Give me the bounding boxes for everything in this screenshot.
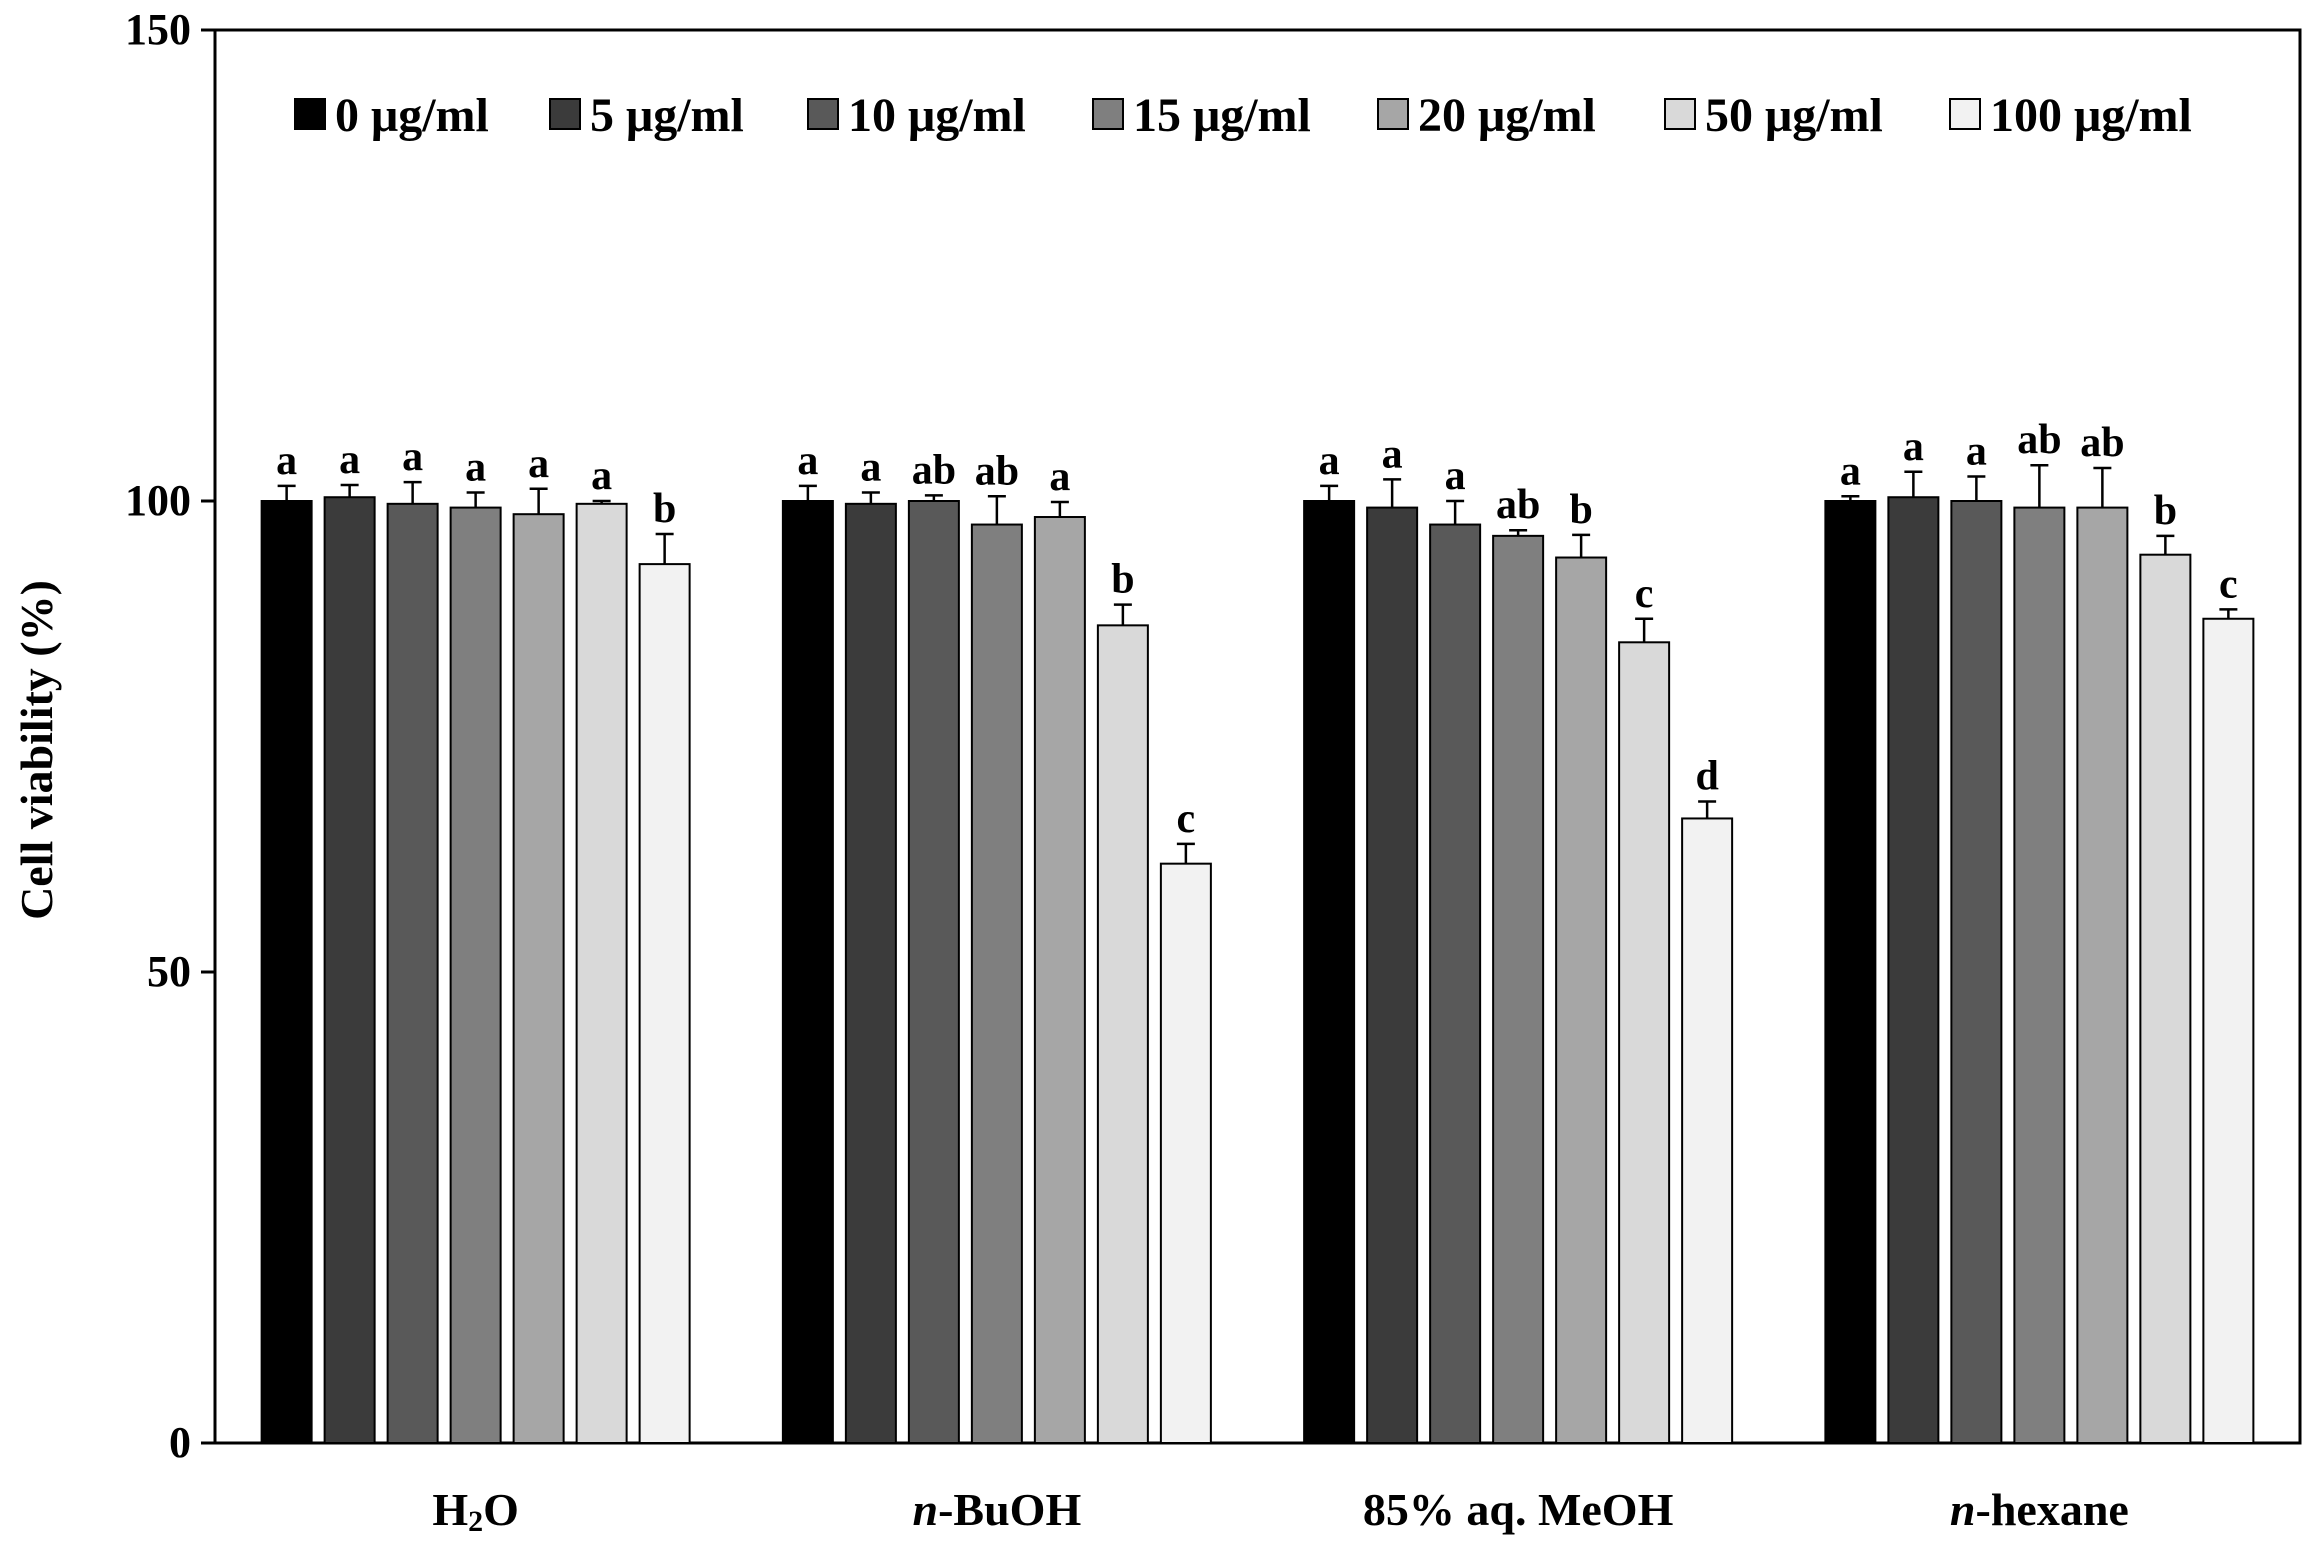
y-axis: 0 50 100 150 — [125, 5, 215, 1467]
bar — [512, 513, 565, 1444]
bar — [575, 502, 628, 1444]
bar — [970, 523, 1023, 1444]
legend-label: 100 μg/ml — [1990, 89, 2192, 142]
y-tick-label: 0 — [169, 1418, 191, 1467]
bar — [323, 496, 376, 1444]
x-category-label: 85% aq. MeOH — [1363, 1484, 1674, 1535]
significance-letter: d — [1695, 753, 1718, 799]
bar — [1159, 862, 1212, 1444]
bar — [638, 563, 691, 1444]
significance-letter: a — [1966, 429, 1987, 475]
significance-letter: a — [465, 445, 486, 491]
significance-letter: b — [653, 486, 676, 532]
significance-letter: a — [528, 441, 549, 487]
y-tick-label: 100 — [125, 476, 191, 525]
significance-letter: b — [1569, 487, 1592, 533]
legend-label: 50 μg/ml — [1705, 89, 1883, 142]
significance-letter: a — [860, 445, 881, 491]
legend-swatch — [549, 98, 581, 130]
significance-letter: a — [339, 437, 360, 483]
bar — [1681, 817, 1734, 1444]
legend-swatch — [1949, 98, 1981, 130]
x-category-label: H2O — [432, 1484, 519, 1538]
bar — [1033, 516, 1086, 1444]
legend-label: 10 μg/ml — [848, 89, 1026, 142]
legend-swatch — [294, 98, 326, 130]
significance-letter: a — [1049, 454, 1070, 500]
significance-letter: a — [1903, 424, 1924, 470]
x-category-label: n-hexane — [1950, 1484, 2129, 1535]
y-axis-title: Cell viability (%) — [11, 580, 62, 920]
significance-letter: ab — [2080, 420, 2124, 466]
bar — [781, 500, 834, 1444]
significance-letter: c — [1177, 796, 1196, 842]
bar — [1492, 534, 1545, 1444]
bar — [386, 502, 439, 1444]
plot-frame — [213, 28, 2302, 1445]
significance-letter: ab — [2017, 417, 2061, 463]
significance-letter: a — [1840, 448, 1861, 494]
significance-letter: a — [276, 438, 297, 484]
bar — [1950, 500, 2003, 1444]
bar — [1618, 641, 1671, 1444]
legend-label: 20 μg/ml — [1418, 89, 1596, 142]
legend-swatch — [1377, 98, 1409, 130]
bar — [260, 500, 313, 1444]
significance-letter: c — [2219, 561, 2238, 607]
significance-letter: a — [402, 434, 423, 480]
x-category-label: n-BuOH — [913, 1484, 1082, 1535]
legend: 0 μg/ml 5 μg/ml 10 μg/ml 15 μg/ml 20 μg/ml 50… — [294, 89, 2192, 142]
bar — [1303, 500, 1356, 1444]
legend-swatch — [1092, 98, 1124, 130]
significance-letter: b — [2154, 488, 2177, 534]
bar — [2076, 506, 2129, 1444]
bar — [907, 500, 960, 1444]
significance-letter: ab — [912, 447, 956, 493]
significance-letter: c — [1635, 571, 1654, 617]
legend-label: 5 μg/ml — [590, 89, 744, 142]
legend-label: 15 μg/ml — [1133, 89, 1311, 142]
bar — [2139, 553, 2192, 1444]
x-axis: H2O n-BuOH 85% aq. MeOH n-hexane — [432, 1484, 2128, 1538]
significance-letter: a — [1319, 438, 1340, 484]
significance-letter: ab — [975, 448, 1019, 494]
significance-letter: a — [1445, 453, 1466, 499]
significance-letter: a — [1382, 431, 1403, 477]
y-tick-label: 150 — [125, 5, 191, 54]
significance-letter: ab — [1496, 482, 1540, 528]
bar — [844, 502, 897, 1444]
bar — [449, 506, 502, 1444]
bar — [1887, 496, 1940, 1444]
significance-letter: b — [1111, 557, 1134, 603]
bar — [1096, 624, 1149, 1444]
legend-swatch — [1664, 98, 1696, 130]
bar — [1824, 500, 1877, 1444]
bar — [2202, 617, 2255, 1444]
bar — [1429, 523, 1482, 1444]
significance-letter: a — [797, 438, 818, 484]
legend-label: 0 μg/ml — [335, 89, 489, 142]
bar — [1555, 556, 1608, 1444]
plot-border — [213, 28, 2302, 1445]
bar — [2013, 506, 2066, 1444]
legend-swatch — [807, 98, 839, 130]
bar — [1366, 506, 1419, 1444]
y-tick-label: 50 — [147, 947, 191, 996]
significance-letter: a — [591, 453, 612, 499]
